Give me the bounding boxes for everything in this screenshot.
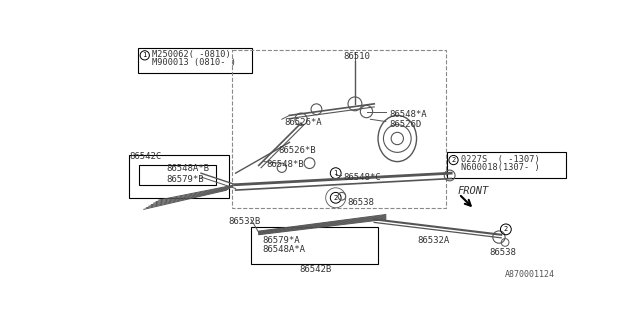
Text: 86510: 86510 [344, 52, 371, 61]
Bar [140, 165, 216, 185]
Text: 86538: 86538 [348, 198, 374, 207]
Text: M900013 (0810- ): M900013 (0810- ) [152, 59, 236, 68]
Text: 86579*B: 86579*B [166, 175, 204, 184]
Bar [129, 156, 230, 198]
Text: 2: 2 [333, 195, 338, 201]
Text: 1: 1 [143, 52, 147, 58]
Text: M250062( -0810): M250062( -0810) [152, 50, 231, 59]
Text: 2: 2 [451, 157, 456, 163]
Text: 86548A*A: 86548A*A [262, 245, 305, 254]
Text: N600018(1307- ): N600018(1307- ) [461, 163, 540, 172]
Text: 86526*B: 86526*B [278, 146, 316, 155]
Text: 86538: 86538 [490, 248, 516, 257]
Text: 0227S  ( -1307): 0227S ( -1307) [461, 155, 540, 164]
Bar [447, 152, 566, 178]
Text: 86526*A: 86526*A [284, 118, 322, 127]
Text: 86548A*B: 86548A*B [166, 164, 209, 173]
Text: 86526D: 86526D [390, 120, 422, 129]
Bar [251, 227, 378, 264]
Text: 86542C: 86542C [129, 152, 161, 161]
Text: 2: 2 [504, 226, 508, 232]
Text: 86548*A: 86548*A [390, 110, 428, 119]
Bar [138, 48, 252, 73]
Text: 1: 1 [333, 170, 338, 176]
Text: 86532A: 86532A [417, 236, 449, 245]
Text: 86542B: 86542B [300, 265, 332, 274]
Text: 86532B: 86532B [228, 217, 260, 226]
Bar [232, 50, 446, 208]
Text: 86548*B: 86548*B [266, 160, 304, 169]
Text: A870001124: A870001124 [505, 270, 555, 279]
Text: FRONT: FRONT [458, 186, 488, 196]
Text: 86579*A: 86579*A [262, 236, 300, 244]
Text: 86548*C: 86548*C [344, 173, 381, 182]
